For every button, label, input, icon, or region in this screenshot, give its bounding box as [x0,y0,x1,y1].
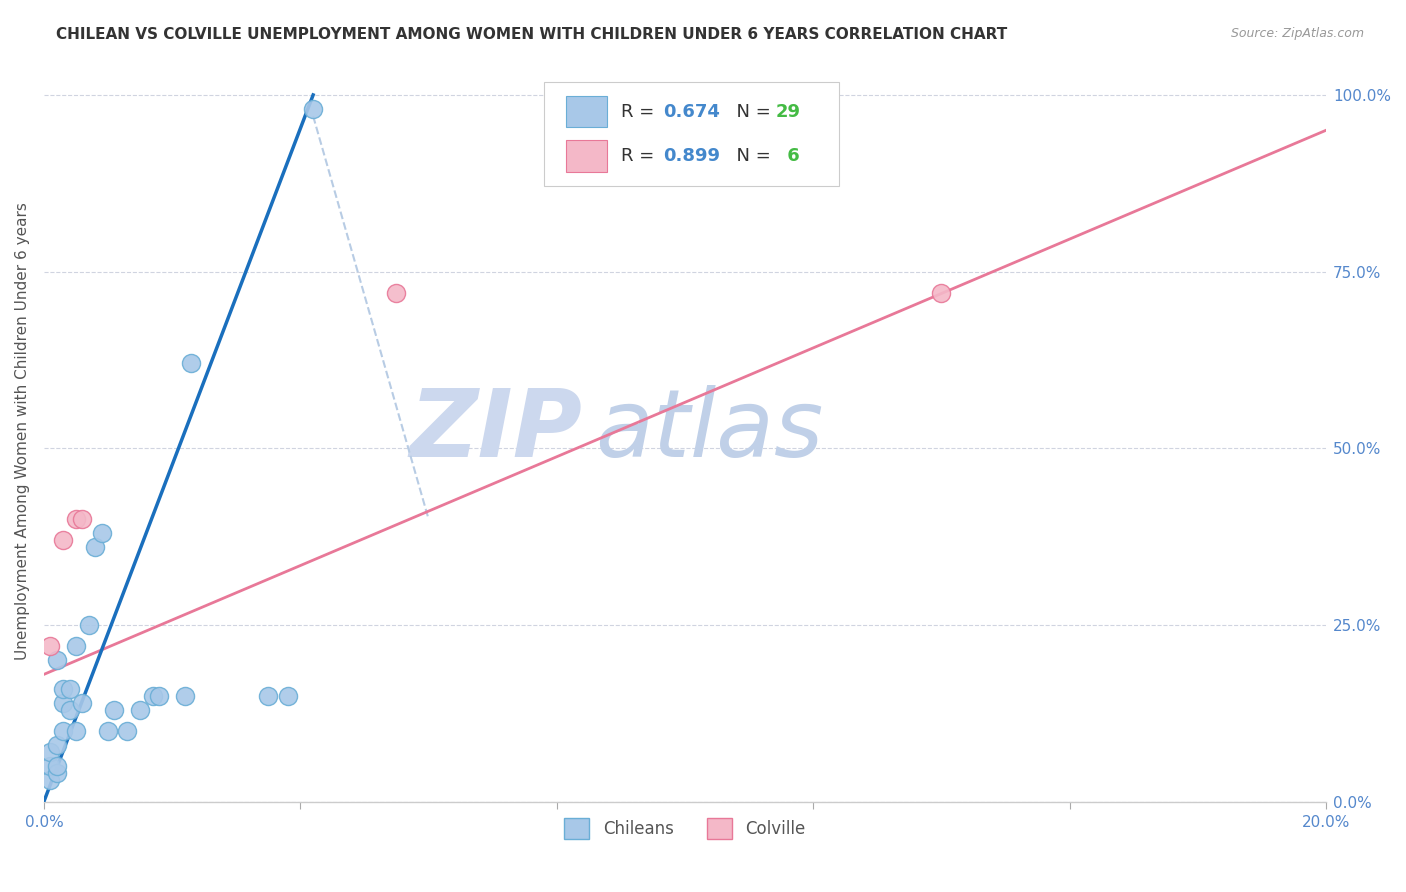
Point [257,689,280,703]
Point [39,639,62,653]
Point [65,512,87,526]
Text: CHILEAN VS COLVILLE UNEMPLOYMENT AMONG WOMEN WITH CHILDREN UNDER 6 YEARS CORRELA: CHILEAN VS COLVILLE UNEMPLOYMENT AMONG W… [56,27,1008,42]
Point [72,696,94,710]
Point [65,723,87,738]
Text: atlas: atlas [595,385,824,476]
Point [931,285,953,300]
Point [52,723,75,738]
Point [52,533,75,548]
Point [77,618,100,632]
Point [129,703,152,717]
Text: 0.674: 0.674 [664,103,720,120]
Y-axis label: Unemployment Among Women with Children Under 6 years: Unemployment Among Women with Children U… [15,202,30,659]
Point [52,696,75,710]
Point [58,703,80,717]
Text: N =: N = [724,147,776,165]
Point [103,703,125,717]
Point [180,356,202,370]
Point [97,723,120,738]
Point [142,689,165,703]
FancyBboxPatch shape [565,140,607,171]
Point [276,689,298,703]
Point [45,738,67,752]
Text: 6: 6 [782,147,800,165]
Legend: Chileans, Colville: Chileans, Colville [558,812,813,846]
Point [58,681,80,696]
Text: R =: R = [621,103,659,120]
Point [45,653,67,667]
Point [72,512,94,526]
Point [52,681,75,696]
Text: ZIP: ZIP [409,384,582,476]
Point [385,285,408,300]
Point [45,759,67,773]
Point [90,526,112,541]
Text: Source: ZipAtlas.com: Source: ZipAtlas.com [1230,27,1364,40]
Text: 0.899: 0.899 [664,147,720,165]
Point [84,540,107,554]
Point [65,639,87,653]
Point [45,766,67,780]
Point [39,759,62,773]
Point [39,745,62,759]
Point [39,773,62,788]
Point [174,689,197,703]
FancyBboxPatch shape [544,82,839,186]
Point [148,689,170,703]
Text: 29: 29 [776,103,801,120]
FancyBboxPatch shape [565,96,607,128]
Point [302,102,325,116]
Text: N =: N = [724,103,776,120]
Text: R =: R = [621,147,659,165]
Point [115,723,138,738]
